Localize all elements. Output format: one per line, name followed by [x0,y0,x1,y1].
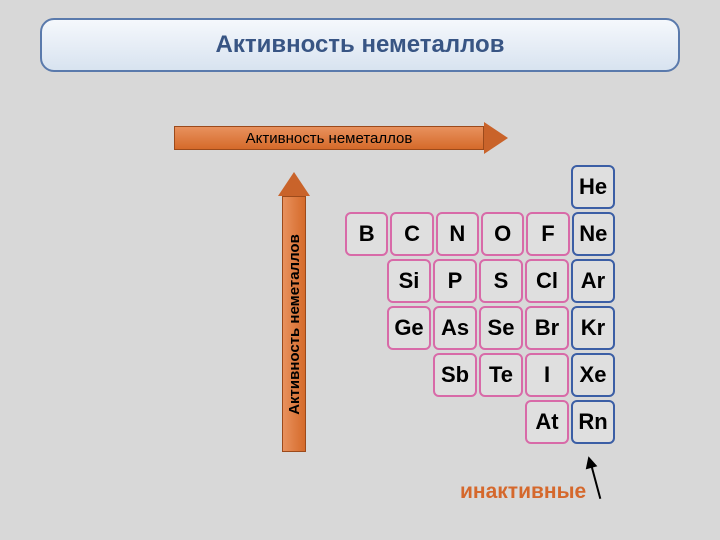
table-row: SiPSClAr [344,258,616,305]
element-cell-o: O [481,212,524,256]
vertical-arrow: Активность неметаллов [278,172,310,452]
horizontal-arrow-head [484,122,508,154]
element-cell-te: Te [479,353,523,397]
element-cell-rn: Rn [571,400,615,444]
inactive-label: инактивные [460,480,586,504]
table-row: SbTeIXe [344,352,616,399]
title-text: Активность неметаллов [216,31,505,59]
vertical-arrow-head [278,172,310,196]
table-row: He [344,164,616,211]
element-cell-he: He [571,165,615,209]
horizontal-arrow-body: Активность неметаллов [174,126,484,150]
horizontal-arrow: Активность неметаллов [174,122,524,154]
element-cell-ne: Ne [572,212,615,256]
element-cell-cl: Cl [525,259,569,303]
element-cell-p: P [433,259,477,303]
element-cell-at: At [525,400,569,444]
element-cell-br: Br [525,306,569,350]
element-cell-b: B [345,212,388,256]
vertical-arrow-body: Активность неметаллов [282,196,306,452]
element-cell-sb: Sb [433,353,477,397]
element-cell-f: F [526,212,569,256]
element-cell-si: Si [387,259,431,303]
element-cell-ar: Ar [571,259,615,303]
horizontal-arrow-label: Активность неметаллов [175,130,483,147]
table-row: BCNOFNe [344,211,616,258]
table-row: GeAsSeBrKr [344,305,616,352]
table-row: AtRn [344,399,616,446]
element-cell-se: Se [479,306,523,350]
vertical-arrow-label: Активность неметаллов [286,234,303,415]
element-cell-xe: Xe [571,353,615,397]
element-cell-i: I [525,353,569,397]
element-cell-s: S [479,259,523,303]
element-cell-ge: Ge [387,306,431,350]
element-cell-n: N [436,212,479,256]
element-cell-c: C [390,212,433,256]
periodic-table: HeBCNOFNeSiPSClArGeAsSeBrKrSbTeIXeAtRn [344,164,616,446]
element-cell-as: As [433,306,477,350]
title-box: Активность неметаллов [40,18,680,72]
element-cell-kr: Kr [571,306,615,350]
pointer-arrow-line [590,464,601,499]
